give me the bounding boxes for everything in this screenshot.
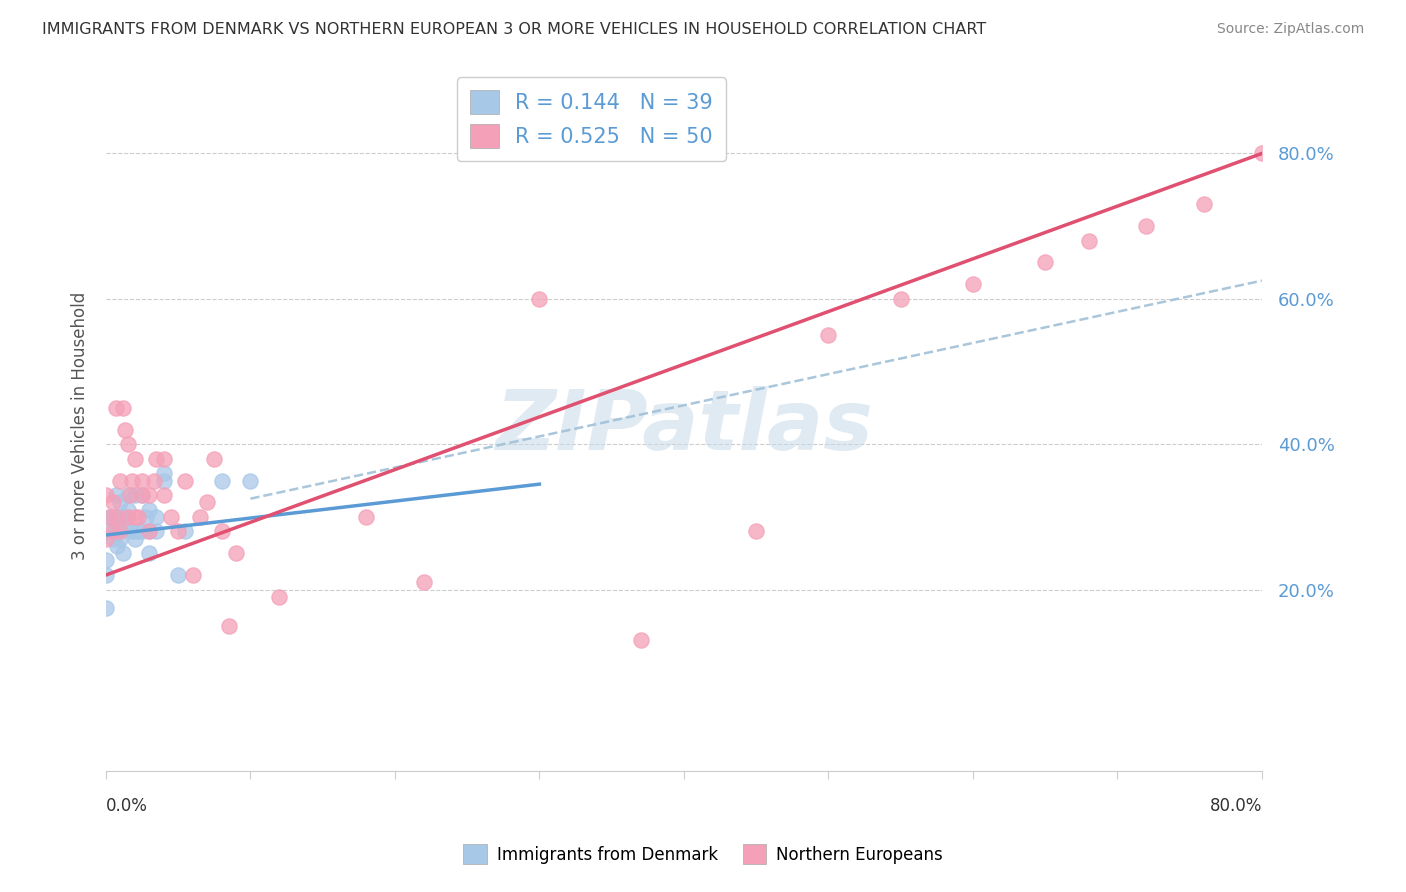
Point bbox=[94, 553, 117, 567]
Point bbox=[94, 532, 117, 546]
Point bbox=[98, 509, 121, 524]
Point bbox=[94, 488, 117, 502]
Point bbox=[110, 474, 132, 488]
Point bbox=[101, 509, 124, 524]
Legend: R = 0.144   N = 39, R = 0.525   N = 50: R = 0.144 N = 39, R = 0.525 N = 50 bbox=[457, 78, 725, 161]
Text: Source: ZipAtlas.com: Source: ZipAtlas.com bbox=[1216, 22, 1364, 37]
Text: 0.0%: 0.0% bbox=[105, 797, 148, 814]
Text: IMMIGRANTS FROM DENMARK VS NORTHERN EUROPEAN 3 OR MORE VEHICLES IN HOUSEHOLD COR: IMMIGRANTS FROM DENMARK VS NORTHERN EURO… bbox=[42, 22, 987, 37]
Point bbox=[117, 437, 139, 451]
Point bbox=[101, 495, 124, 509]
Point bbox=[167, 524, 190, 539]
Point bbox=[105, 401, 128, 415]
Point bbox=[101, 532, 124, 546]
Point bbox=[195, 495, 218, 509]
Point bbox=[114, 509, 136, 524]
Point bbox=[117, 502, 139, 516]
Point bbox=[412, 575, 434, 590]
Point bbox=[138, 524, 160, 539]
Point bbox=[117, 488, 139, 502]
Point bbox=[138, 502, 160, 516]
Point bbox=[138, 524, 160, 539]
Point bbox=[98, 524, 121, 539]
Point bbox=[202, 451, 225, 466]
Point bbox=[94, 600, 117, 615]
Point bbox=[127, 524, 149, 539]
Point bbox=[142, 474, 165, 488]
Point bbox=[890, 292, 912, 306]
Point bbox=[117, 509, 139, 524]
Legend: Immigrants from Denmark, Northern Europeans: Immigrants from Denmark, Northern Europe… bbox=[457, 838, 949, 871]
Point bbox=[97, 509, 120, 524]
Point bbox=[962, 277, 984, 292]
Point bbox=[105, 524, 128, 539]
Point bbox=[188, 509, 211, 524]
Point bbox=[269, 590, 291, 604]
Point bbox=[108, 524, 131, 539]
Point bbox=[218, 619, 240, 633]
Point bbox=[145, 451, 167, 466]
Point bbox=[112, 546, 135, 560]
Point bbox=[131, 488, 153, 502]
Point bbox=[120, 488, 142, 502]
Point bbox=[107, 509, 129, 524]
Point bbox=[110, 509, 132, 524]
Point bbox=[181, 568, 204, 582]
Point bbox=[110, 495, 132, 509]
Point bbox=[138, 546, 160, 560]
Point bbox=[138, 488, 160, 502]
Point bbox=[115, 509, 138, 524]
Point bbox=[817, 328, 839, 343]
Point bbox=[127, 509, 149, 524]
Point bbox=[152, 467, 174, 481]
Text: 80.0%: 80.0% bbox=[1209, 797, 1263, 814]
Point bbox=[110, 532, 132, 546]
Point bbox=[114, 423, 136, 437]
Point bbox=[107, 509, 129, 524]
Point bbox=[124, 532, 146, 546]
Point bbox=[211, 474, 233, 488]
Point bbox=[174, 524, 197, 539]
Point bbox=[107, 539, 129, 553]
Point bbox=[211, 524, 233, 539]
Point bbox=[1135, 219, 1157, 234]
Point bbox=[124, 451, 146, 466]
Point bbox=[1077, 234, 1099, 248]
Point bbox=[121, 474, 143, 488]
Point bbox=[160, 509, 183, 524]
Point bbox=[94, 568, 117, 582]
Point bbox=[1251, 146, 1274, 161]
Point bbox=[101, 524, 124, 539]
Point bbox=[124, 488, 146, 502]
Point bbox=[131, 474, 153, 488]
Point bbox=[105, 488, 128, 502]
Point bbox=[745, 524, 768, 539]
Point bbox=[112, 401, 135, 415]
Point bbox=[131, 524, 153, 539]
Point bbox=[529, 292, 551, 306]
Point bbox=[135, 509, 157, 524]
Point bbox=[1192, 197, 1215, 211]
Point bbox=[121, 524, 143, 539]
Point bbox=[124, 509, 146, 524]
Point bbox=[239, 474, 262, 488]
Point bbox=[225, 546, 247, 560]
Point bbox=[630, 633, 652, 648]
Point bbox=[117, 524, 139, 539]
Point bbox=[145, 509, 167, 524]
Y-axis label: 3 or more Vehicles in Household: 3 or more Vehicles in Household bbox=[72, 292, 89, 560]
Point bbox=[152, 488, 174, 502]
Point bbox=[354, 509, 377, 524]
Point bbox=[167, 568, 190, 582]
Point bbox=[145, 524, 167, 539]
Point bbox=[152, 474, 174, 488]
Point bbox=[131, 488, 153, 502]
Point bbox=[152, 451, 174, 466]
Point bbox=[174, 474, 197, 488]
Text: ZIPatlas: ZIPatlas bbox=[495, 385, 873, 467]
Point bbox=[110, 524, 132, 539]
Point bbox=[1033, 255, 1056, 269]
